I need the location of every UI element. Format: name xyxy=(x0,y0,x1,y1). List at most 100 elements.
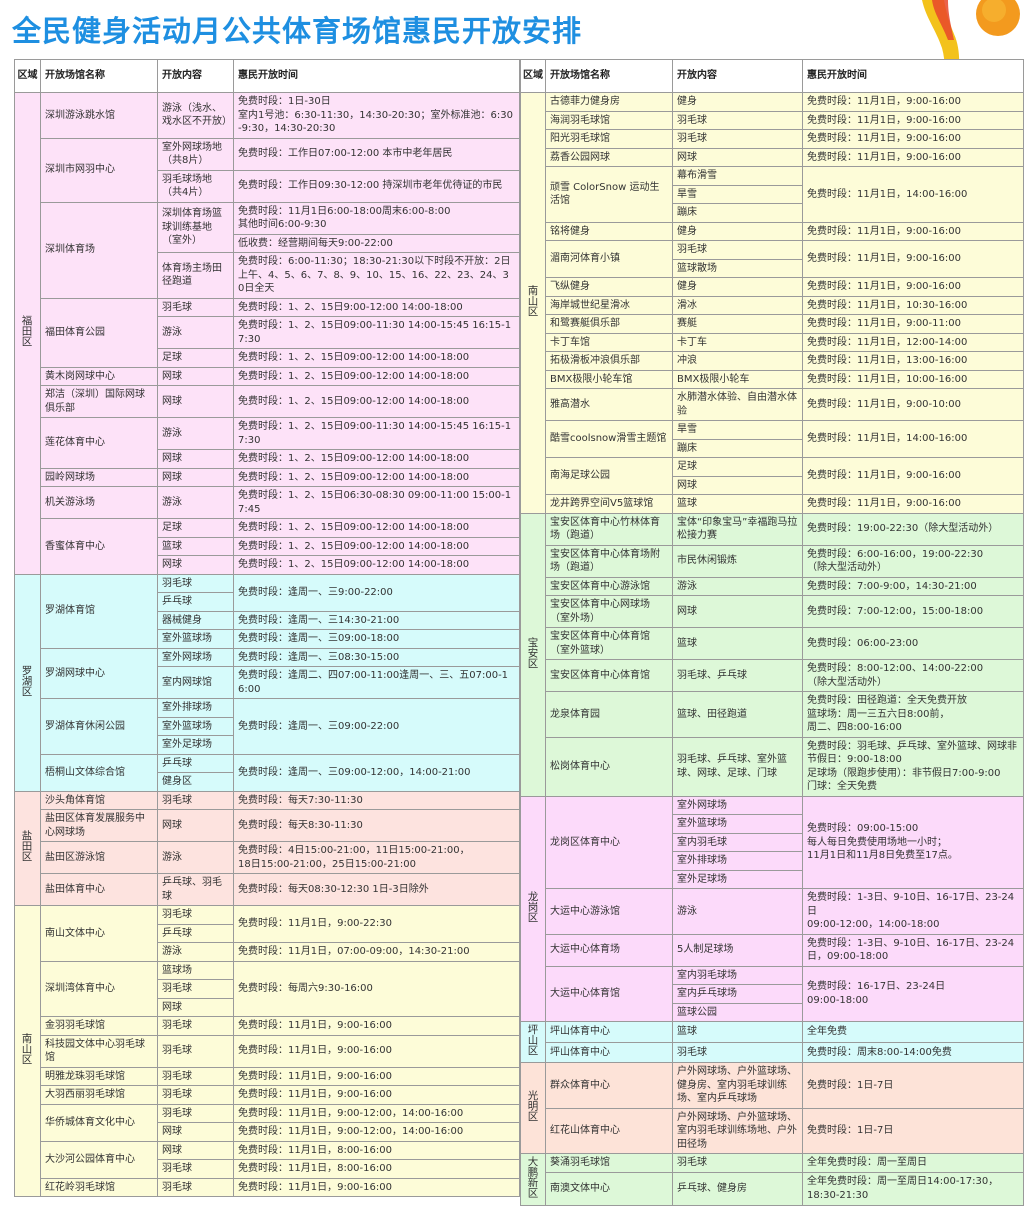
open-time: 免费时段：田径跑道：全天免费开放 篮球场：周一三五六日8:00前， 周二、四8:… xyxy=(802,691,1024,738)
table-row: 罗湖体育休闲公园 室外排球场 免费时段：逢周一、三09:00-22:00 xyxy=(15,698,520,755)
venue-name: 科技园文体中心羽毛球馆 xyxy=(40,1034,158,1068)
table-row: 盐田区 沙头角体育馆 羽毛球 免费时段：每天7:30-11:30 xyxy=(14,790,520,906)
open-time: 免费时段：11月1日，9:00-16:00 xyxy=(802,457,1024,495)
table-row: 篮球公园 xyxy=(521,1002,1024,1022)
header-region: 区域 xyxy=(14,59,41,93)
open-time: 免费时段：16-17日、23-24日 09:00-18:00 xyxy=(802,965,1024,1022)
venue-name: 大运中心游泳馆 xyxy=(545,888,673,935)
region-label: 龙岗区 xyxy=(526,890,539,923)
open-content: 网球 xyxy=(157,555,234,575)
open-time: 免费时段：1、2、15日09:00-12:00 14:00-18:00 xyxy=(233,536,520,556)
table-row: 南山区 南山文体中心 羽毛球 免费时段：11月1日，9:00-22:30 xyxy=(14,905,520,1197)
open-time: 免费时段：1、2、15日09:00-11:30 14:00-15:45 16:1… xyxy=(233,417,520,450)
open-time: 免费时段：11月1日，9:00-22:30 xyxy=(233,905,520,943)
open-time: 免费时段：每周六9:30-16:00 xyxy=(233,960,520,1017)
open-time: 免费时段：1日-7日 xyxy=(802,1062,1024,1109)
venue-name: 深圳游泳跳水馆 xyxy=(40,92,158,139)
table-row: 体育场主场田径跑道 免费时段：6:00-11:30；18:30-21:30以下时段… xyxy=(15,252,520,299)
table-row: 和鹭赛艇俱乐部 赛艇 免费时段：11月1日，9:00-11:00 xyxy=(521,314,1024,334)
venue-name: 南山文体中心 xyxy=(40,905,158,962)
table-row: 松岗体育中心 羽毛球、乒乓球、室外篮球、网球、足球、门球 免费时段：羽毛球、乒乓球、… xyxy=(521,736,1024,797)
venue-name: 黄木岗网球中心 xyxy=(40,366,158,386)
open-time: 免费时段：11月1日，9:00-12:00，14:00-16:00 xyxy=(233,1122,520,1142)
open-time: 免费时段：11月1日，8:00-16:00 xyxy=(233,1140,520,1160)
table-row: 飞纵健身 健身 免费时段：11月1日，9:00-16:00 xyxy=(521,277,1024,297)
venue-name: 盐田区体育发展服务中心网球场 xyxy=(40,809,158,842)
header-region: 区域 xyxy=(520,59,546,93)
open-content: 户外网球场、户外篮球场、室内羽毛球训练场地、户外田径场 xyxy=(672,1107,803,1154)
table-row: 黄木岗网球中心 网球 免费时段：1、2、15日09:00-12:00 14:00-1… xyxy=(15,366,520,386)
open-content: 网球 xyxy=(672,595,803,628)
open-content: 游泳 xyxy=(157,486,234,519)
venue-name: 宝安区体育中心体育馆 xyxy=(545,659,673,692)
venue-name: 盐田体育中心 xyxy=(40,873,158,906)
open-content: 网球 xyxy=(157,1122,234,1142)
open-content: 深圳体育场篮球训练基地（室外） xyxy=(157,201,234,253)
table-row: 大运中心体育场 5人制足球场 免费时段：1-3日、9-10日、16-17日、23-2… xyxy=(521,933,1024,967)
table-row: 深圳体育场 深圳体育场篮球训练基地（室外） 免费时段：11月1日6:00-18:00… xyxy=(15,201,520,299)
open-time: 免费时段：逢周一、三9:00-22:00 xyxy=(233,573,520,612)
table-row: 坪山区 坪山体育中心 篮球 全年免费 xyxy=(520,1021,1024,1063)
table-row: 罗湖区 罗湖体育馆 羽毛球 免费时段：逢周一、三9:00-22:00 xyxy=(14,573,520,792)
venue-name: 香蜜体育中心 xyxy=(40,518,158,575)
open-content: 器械健身 xyxy=(157,610,234,630)
open-time: 免费时段：羽毛球、乒乓球、室外篮球、网球非节假日：9:00-18:00 足球场（… xyxy=(802,736,1024,797)
table-row: 蹦床 xyxy=(521,203,1024,223)
region-label: 坪山区 xyxy=(526,1024,539,1056)
open-time: 免费时段：1、2、15日9:00-12:00 14:00-18:00 xyxy=(233,297,520,317)
region-cell: 大鹏新区 xyxy=(520,1153,546,1206)
open-content: 室内羽毛球场 xyxy=(672,965,803,985)
region-cell: 宝安区 xyxy=(520,512,546,797)
open-content: 羽毛球 xyxy=(672,1041,803,1063)
table-row: 铭将健身 健身 免费时段：11月1日，9:00-16:00 xyxy=(521,221,1024,241)
table-row: 盐田体育中心 乒乓球、羽毛球 免费时段：每天08:30-12:30 1日-3日除外 xyxy=(15,873,520,906)
table-row: 宝安区体育中心游泳馆 游泳 免费时段：7:00-9:00，14:30-21:00 xyxy=(521,576,1024,596)
open-content: 羽毛球 xyxy=(157,1066,234,1086)
table-row: 深圳市网羽中心 室外网球场地（共8片） 免费时段：工作日07:00-12:00 本市… xyxy=(15,137,520,203)
open-content: 足球 xyxy=(157,518,234,538)
venue-name: 龙岗区体育中心 xyxy=(545,795,673,889)
open-time: 免费时段：11月1日，9:00-16:00 xyxy=(802,147,1024,167)
table-row: 南澳文体中心 乒乓球、健身房 全年免费时段：周一至周日14:00-17:30， 18… xyxy=(521,1171,1024,1206)
table-row: 宝安区体育中心网球场（室外场） 网球 免费时段：7:00-12:00，15:00-1… xyxy=(521,595,1024,628)
open-time: 免费时段：1-3日、9-10日、16-17日、23-24日，09:00-18:0… xyxy=(802,933,1024,967)
open-content: 网球 xyxy=(157,385,234,418)
open-content: 羽毛球 xyxy=(157,1177,234,1197)
open-time: 免费时段：1、2、15日09:00-11:30 14:00-15:45 16:1… xyxy=(233,316,520,349)
venue-name: 莲花体育中心 xyxy=(40,417,158,469)
open-content: 赛艇 xyxy=(672,314,803,334)
venue-name: 拓极滑板冲浪俱乐部 xyxy=(545,351,673,371)
open-time: 免费时段：11月1日，9:00-16:00 xyxy=(233,1016,520,1036)
venue-name: 顽雪 ColorSnow 运动生活馆 xyxy=(545,166,673,223)
header-time: 惠民开放时间 xyxy=(802,59,1024,93)
open-time: 免费时段：1、2、15日09:00-12:00 14:00-18:00 xyxy=(233,518,520,538)
open-content: 室内羽毛球 xyxy=(672,832,803,852)
open-content: BMX极限小轮车 xyxy=(672,369,803,389)
open-content: 足球 xyxy=(672,457,803,477)
venue-name: 盐田区游泳馆 xyxy=(40,841,158,874)
open-content: 旱雪 xyxy=(672,184,803,204)
open-content: 篮球场 xyxy=(157,960,234,980)
table-row: 足球 免费时段：1、2、15日09:00-12:00 14:00-18:00 xyxy=(15,348,520,368)
open-content: 篮球 xyxy=(672,627,803,660)
venue-name: 罗湖体育馆 xyxy=(40,573,158,649)
table-row: 罗湖网球中心 室外网球场 免费时段：逢周一、三08:30-15:00 xyxy=(15,647,520,699)
open-time: 免费时段：工作日07:00-12:00 本市中老年居民 xyxy=(233,137,520,171)
open-content: 游泳 xyxy=(672,576,803,596)
table-row: 宝安区体育中心体育馆 羽毛球、乒乓球 免费时段：8:00-12:00、14:00-2… xyxy=(521,659,1024,692)
schedule-table-right: 区域 开放场馆名称 开放内容 惠民开放时间 南山区 古德菲力健身房 健身 免费时段：1… xyxy=(520,59,1024,1206)
open-time: 免费时段：1、2、15日09:00-12:00 14:00-18:00 xyxy=(233,366,520,386)
table-row: 湄南河体育小镇 羽毛球 免费时段：11月1日，9:00-16:00 xyxy=(521,240,1024,278)
table-row: 梧桐山文体综合馆 乒乓球 免费时段：逢周一、三09:00-12:00，14:00-2… xyxy=(15,753,520,792)
table-row: 室外排球场 xyxy=(521,851,1024,871)
venue-name: 阳光羽毛球馆 xyxy=(545,129,673,149)
table-row: 旱雪 xyxy=(521,184,1024,204)
table-row: 南海足球公园 足球 免费时段：11月1日，9:00-16:00 xyxy=(521,457,1024,495)
open-content: 羽毛球 xyxy=(157,905,234,925)
table-row: 拓极滑板冲浪俱乐部 冲浪 免费时段：11月1日，13:00-16:00 xyxy=(521,351,1024,371)
open-content: 游泳 xyxy=(157,841,234,874)
open-content: 室外足球场 xyxy=(157,735,234,755)
open-time: 免费时段：逢周一、三09:00-12:00，14:00-21:00 xyxy=(233,753,520,792)
open-time: 免费时段：1、2、15日09:00-12:00 14:00-18:00 xyxy=(233,555,520,575)
open-time: 免费时段：11月1日，12:00-14:00 xyxy=(802,332,1024,352)
